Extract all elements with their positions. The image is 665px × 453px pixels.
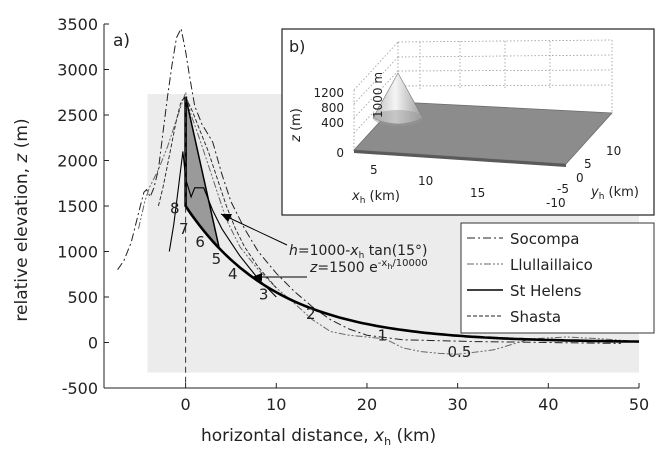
contour-label: 3 (259, 286, 269, 304)
model-annotation-arrowhead (252, 273, 262, 281)
cone-line (184, 96, 220, 249)
inset-xtick-5: 5 (370, 163, 378, 177)
cone-formula: h=1000-xh tan(15°) (289, 243, 427, 261)
legend-label-shasta: Shasta (510, 308, 561, 326)
inset-ytick-10: 10 (606, 144, 621, 158)
panel-label-a: a) (113, 31, 130, 51)
contour-label: 4 (228, 265, 238, 283)
contour-label: 7 (179, 220, 189, 238)
inset-ztick-0: 0 (336, 146, 344, 160)
inset-y-label: yh (km) (590, 185, 639, 202)
legend-entry-llullaillaico: Llullaillaico (467, 256, 593, 274)
y-tick-label: 3500 (57, 15, 98, 34)
model-formula: z=1500 e-xh/10000 (309, 258, 428, 276)
x-axis-label: horizontal distance, xh (km) (201, 426, 436, 448)
inset-xtick-10: 10 (418, 174, 433, 188)
cone-annotation-arrowhead (221, 214, 232, 222)
y-axis-label: relative elevation, z (m) (12, 118, 32, 321)
inset-surface-edge (354, 150, 566, 167)
legend-label-st-helens: St Helens (510, 282, 582, 300)
y-tick-label: -500 (62, 379, 98, 398)
inset-xtick-15: 15 (470, 186, 485, 200)
legend: Socompa Llullaillaico St Helens Shasta (460, 222, 655, 334)
legend-entry-st-helens: St Helens (467, 282, 582, 300)
contour-label: 5 (212, 250, 222, 268)
y-tick-label: 1000 (57, 243, 98, 262)
inset-ytick-5: 5 (584, 157, 592, 171)
y-tick-label: 3000 (57, 61, 98, 80)
x-tick-label: 0 (181, 395, 191, 414)
inset-ztick-400: 400 (321, 116, 344, 130)
contour-label: 1 (378, 327, 388, 345)
inset-x-label: xh (km) (351, 189, 400, 206)
cone-annotation-leader (220, 213, 288, 246)
panel-label-b: b) (289, 37, 305, 56)
series-line-socompa (117, 27, 621, 344)
inset-ztick-1200: 1200 (313, 86, 344, 100)
inset-cone-base (373, 110, 423, 126)
x-tick-label: 10 (266, 395, 286, 414)
contour-label: 8 (170, 199, 180, 217)
contour-label: 2 (306, 305, 316, 323)
y-tick-label: 500 (67, 288, 98, 307)
y-tick-label: 2000 (57, 152, 98, 171)
legend-box (460, 222, 655, 334)
model-annotation: z=1500 e-xh/10000 (252, 258, 428, 281)
contour-label: 6 (195, 233, 205, 251)
x-tick-label: 30 (447, 395, 467, 414)
series-line-st-helens (168, 151, 277, 298)
inset-z-label: z (m) (289, 108, 304, 143)
y-tick-label: 2500 (57, 106, 98, 125)
legend-entry-socompa: Socompa (467, 230, 579, 248)
y-tick-label: 1500 (57, 197, 98, 216)
contour-label: 0.5 (448, 343, 472, 361)
inset-ztick-800: 800 (321, 101, 344, 115)
legend-entry-shasta: Shasta (467, 308, 561, 326)
x-tick-label: 50 (629, 395, 649, 414)
x-tick-label: 20 (357, 395, 377, 414)
inset-ytick-neg10: -10 (546, 196, 566, 210)
inset-ytick-neg5: -5 (557, 182, 569, 196)
series-line-shasta (157, 96, 277, 289)
legend-label-llullaillaico: Llullaillaico (510, 256, 593, 274)
cone-annotation: h=1000-xh tan(15°) (220, 213, 427, 261)
inset-ytick-0: 0 (576, 171, 584, 185)
inset-panel: b) (281, 28, 655, 216)
model-curve-line (184, 96, 640, 343)
x-tick-label: 40 (538, 395, 558, 414)
y-tick-label: 0 (88, 334, 98, 353)
legend-label-socompa: Socompa (510, 230, 579, 248)
inset-cone-label: 1000 m (371, 72, 385, 118)
